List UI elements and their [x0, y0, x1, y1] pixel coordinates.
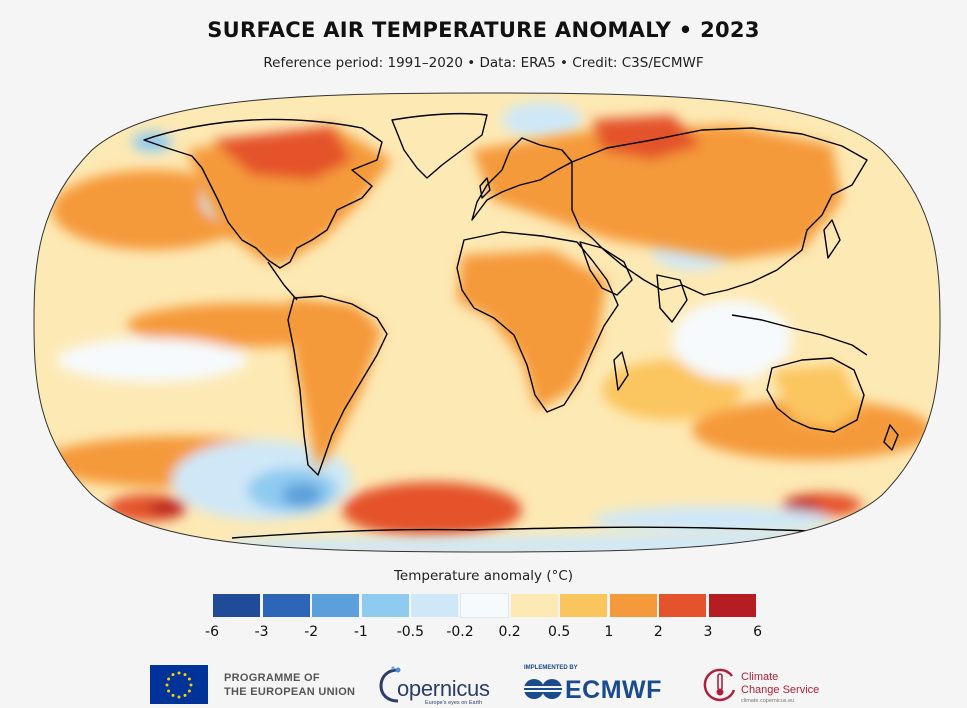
legend-color-bin — [312, 594, 360, 617]
legend-tick-label: -0.2 — [446, 624, 474, 640]
eu-programme-line2: THE EUROPEAN UNION — [224, 686, 356, 698]
south-america — [290, 300, 382, 470]
british-isles-coast — [479, 177, 491, 199]
legend-color-bin — [709, 594, 756, 617]
canada-hotspot — [212, 126, 352, 180]
legend-tick-label: -1 — [353, 624, 368, 640]
legend-tick-label: -0.5 — [396, 624, 425, 640]
siberia-hotspot — [592, 115, 702, 160]
c3s-line2: Change Service — [741, 684, 820, 696]
legend-color-bin — [361, 594, 409, 617]
legend-tick-label: 1 — [604, 624, 614, 640]
legend-tick-label: 6 — [753, 624, 763, 640]
legend-tick-label: -6 — [205, 624, 219, 640]
c3s-thermometer-logo-icon — [703, 668, 736, 702]
australia-coast — [766, 357, 865, 433]
ecmwf-logo-icon — [523, 679, 563, 699]
europe-asia — [472, 125, 842, 260]
copernicus-tagline: Europe's eyes on Earth — [425, 700, 483, 706]
indonesia-coast — [731, 314, 868, 356]
central-america-coast — [267, 261, 298, 301]
legend-color-bin — [262, 594, 310, 617]
south-america-coast — [287, 295, 388, 476]
copernicus-wordmark: opernicus — [397, 676, 490, 701]
legend-tick-label: 2 — [653, 624, 663, 640]
map-subtitle: Reference period: 1991–2020 • Data: ERA5… — [263, 55, 704, 71]
india-coast — [656, 274, 688, 323]
globe-outline — [33, 92, 941, 553]
copernicus-logo-icon — [379, 666, 401, 703]
arabia-coast — [579, 241, 633, 296]
c3s-url: climate.copernicus.eu — [741, 698, 795, 704]
greenland-coast — [391, 112, 488, 179]
c3s-label: Climate Change Service — [741, 671, 819, 697]
australia — [772, 365, 862, 430]
implemented-by-label: IMPLEMENTED BY — [524, 665, 578, 671]
coastlines — [143, 112, 913, 539]
eu-programme-label: PROGRAMME OF THE EUROPEAN UNION — [224, 671, 355, 699]
legend-color-bin — [460, 593, 509, 618]
madagascar-coast — [613, 351, 629, 391]
legend-color-bin — [411, 594, 459, 617]
legend-tick-label: 0.5 — [548, 624, 571, 640]
legend-tick-label: -3 — [254, 624, 269, 640]
eu-flag-icon — [150, 665, 208, 704]
eu-programme-line1: PROGRAMME OF — [224, 672, 320, 684]
new-zealand-coast — [883, 424, 899, 451]
ecmwf-wordmark: ECMWF — [565, 676, 662, 704]
temperature-anomaly-map — [33, 92, 941, 553]
legend-color-bin — [609, 594, 657, 617]
legend-tick-label: -2 — [304, 624, 319, 640]
legend-color-bin — [560, 594, 608, 617]
legend-color-bin — [659, 594, 707, 617]
africa — [457, 250, 607, 410]
legend-color-bin — [510, 594, 558, 617]
legend-tick-label: 0.2 — [498, 624, 521, 640]
europe-coast — [471, 137, 573, 221]
africa-coast — [456, 231, 619, 413]
legend-title: Temperature anomaly (°C) — [393, 568, 574, 584]
legend-color-bin — [213, 594, 260, 617]
c3s-line1: Climate — [741, 671, 779, 683]
asia-coast — [571, 127, 868, 296]
legend-tick-label: 3 — [703, 624, 713, 640]
japan-coast — [823, 219, 841, 259]
map-title: SURFACE AIR TEMPERATURE ANOMALY • 2023 — [207, 18, 760, 42]
north-america-coast — [143, 118, 383, 269]
